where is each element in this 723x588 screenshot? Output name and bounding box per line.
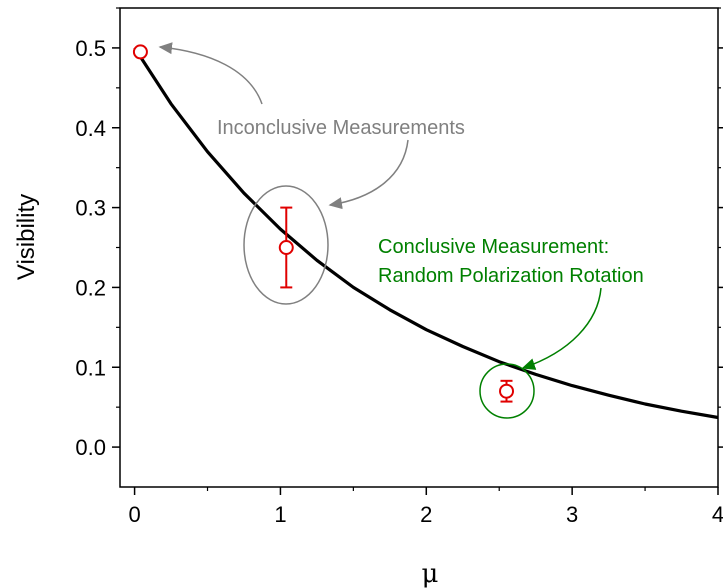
x-axis-title: μ bbox=[422, 559, 439, 588]
data-point bbox=[132, 44, 148, 60]
x-tick-label: 3 bbox=[566, 502, 578, 527]
data-point bbox=[278, 240, 294, 255]
y-tick-label: 0.3 bbox=[75, 196, 106, 221]
conclusive-annotation-line1: Conclusive Measurement: bbox=[378, 236, 609, 258]
x-tick-label: 2 bbox=[420, 502, 432, 527]
inconclusive-ellipse bbox=[243, 185, 329, 305]
y-tick-label: 0.5 bbox=[75, 36, 106, 61]
y-axis-title: Visibility bbox=[13, 194, 40, 280]
data-point bbox=[499, 383, 515, 399]
conclusive-annotation-line2: Random Polarization Rotation bbox=[378, 265, 644, 287]
x-tick-label: 1 bbox=[274, 502, 286, 527]
x-tick-label: 0 bbox=[128, 502, 140, 527]
fit-curve bbox=[133, 47, 719, 420]
x-tick-label: 4 bbox=[712, 502, 723, 527]
y-tick-label: 0.4 bbox=[75, 116, 106, 141]
conclusive-arrow bbox=[521, 287, 602, 370]
inconclusive-arrow-top bbox=[158, 42, 263, 105]
y-tick-label: 0.0 bbox=[75, 435, 106, 460]
conclusive-ellipse bbox=[479, 363, 535, 419]
y-tick-label: 0.1 bbox=[75, 355, 106, 380]
y-tick-label: 0.2 bbox=[75, 275, 106, 300]
inconclusive-annotation: Inconclusive Measurements bbox=[217, 117, 465, 139]
inconclusive-arrow-bottom bbox=[328, 139, 409, 210]
